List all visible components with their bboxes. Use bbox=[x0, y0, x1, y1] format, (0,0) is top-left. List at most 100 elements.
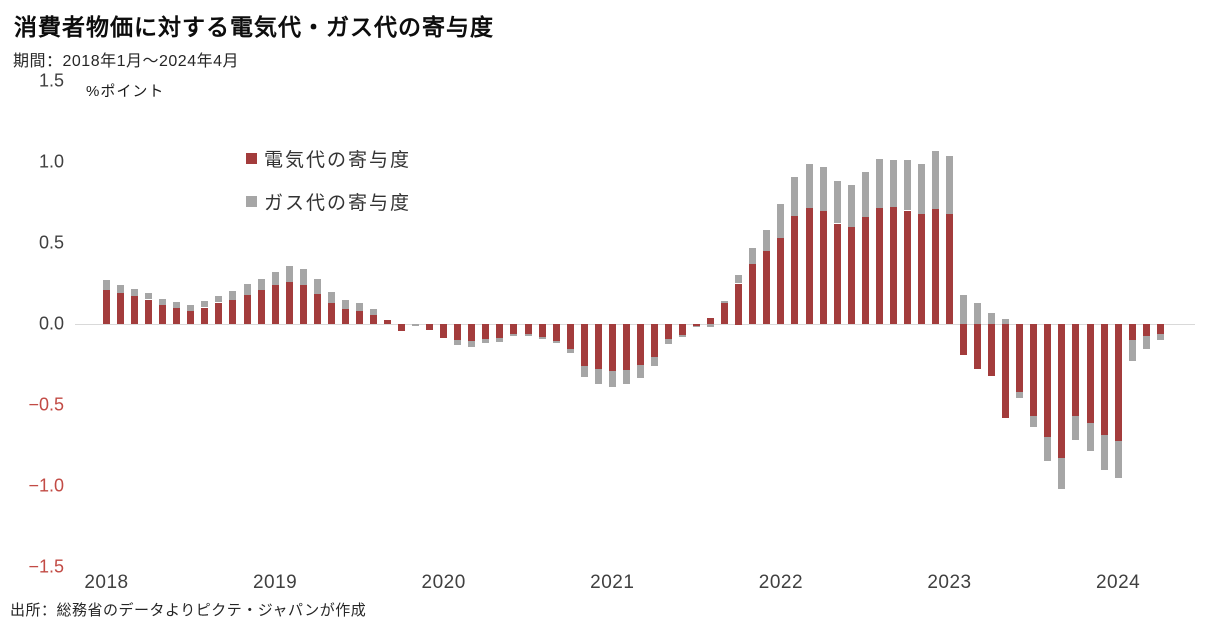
bar-segment bbox=[609, 371, 616, 387]
bar-segment bbox=[679, 324, 686, 335]
y-tick-label: 0.0 bbox=[38, 313, 64, 334]
bar-segment bbox=[763, 251, 770, 324]
bar-segment bbox=[103, 290, 110, 324]
bar-segment bbox=[707, 324, 714, 327]
bar-segment bbox=[960, 324, 967, 355]
bar-segment bbox=[145, 300, 152, 324]
bar-segment bbox=[553, 341, 560, 343]
bar-segment bbox=[300, 285, 307, 324]
bar-segment bbox=[145, 293, 152, 299]
chart-subtitle: 期間：2018年1月～2024年4月 bbox=[13, 53, 239, 70]
bar-segment bbox=[370, 309, 377, 315]
bar-segment bbox=[1101, 435, 1108, 470]
bar-segment bbox=[286, 266, 293, 282]
bar-segment bbox=[1058, 324, 1065, 458]
bar-segment bbox=[777, 204, 784, 238]
bar-segment bbox=[272, 285, 279, 324]
bar-segment bbox=[103, 280, 110, 290]
bar-segment bbox=[187, 310, 194, 324]
bar-segment bbox=[820, 167, 827, 211]
legend-label: 電気代の寄与度 bbox=[264, 150, 412, 171]
bar-segment bbox=[735, 275, 742, 283]
bar-segment bbox=[314, 279, 321, 294]
bar-segment bbox=[131, 296, 138, 324]
source-note: 出所：総務省のデータよりピクテ・ジャパンが作成 bbox=[10, 602, 367, 619]
bar-segment bbox=[258, 279, 265, 290]
bar-segment bbox=[1058, 458, 1065, 489]
bar-segment bbox=[510, 324, 517, 334]
bar-segment bbox=[806, 207, 813, 324]
bar-segment bbox=[328, 292, 335, 303]
bar-segment bbox=[623, 324, 630, 370]
bar-segment bbox=[932, 209, 939, 324]
bar-segment bbox=[1143, 324, 1150, 336]
bar-segment bbox=[1115, 324, 1122, 441]
bar-segment bbox=[1072, 324, 1079, 416]
bar-segment bbox=[834, 224, 841, 324]
bar-segment bbox=[974, 324, 981, 369]
bar-segment bbox=[525, 324, 532, 334]
bar-segment bbox=[890, 207, 897, 324]
bar-segment bbox=[1044, 324, 1051, 437]
bar-segment bbox=[651, 357, 658, 366]
y-tick-label: −0.5 bbox=[28, 394, 64, 415]
bar-segment bbox=[370, 315, 377, 324]
bar-segment bbox=[525, 334, 532, 336]
x-tick-label: 2023 bbox=[927, 572, 972, 593]
zero-gridline bbox=[75, 324, 1195, 325]
y-tick-label: 0.5 bbox=[38, 232, 64, 253]
bar-segment bbox=[834, 181, 841, 223]
legend-swatch-icon bbox=[246, 196, 257, 207]
bar-segment bbox=[187, 305, 194, 311]
y-tick-label: −1.5 bbox=[28, 556, 64, 577]
bar-segment bbox=[553, 324, 560, 341]
x-tick-label: 2021 bbox=[590, 572, 635, 593]
bar-segment bbox=[904, 211, 911, 324]
bar-segment bbox=[356, 303, 363, 311]
bar-segment bbox=[1030, 324, 1037, 416]
bar-segment bbox=[1072, 416, 1079, 440]
x-tick-label: 2024 bbox=[1095, 572, 1141, 593]
y-tick-label: 1.5 bbox=[38, 70, 64, 91]
bar-segment bbox=[1044, 437, 1051, 461]
bar-segment bbox=[1030, 416, 1037, 427]
legend-label: ガス代の寄与度 bbox=[264, 193, 412, 214]
bar-segment bbox=[749, 264, 756, 324]
bar-segment bbox=[482, 339, 489, 343]
bar-segment bbox=[609, 324, 616, 371]
bar-segment bbox=[862, 172, 869, 217]
bar-segment bbox=[201, 301, 208, 307]
bar-segment bbox=[918, 164, 925, 214]
bar-segment bbox=[117, 285, 124, 293]
bar-segment bbox=[1087, 423, 1094, 451]
bar-segment bbox=[904, 160, 911, 210]
bar-segment bbox=[581, 324, 588, 366]
bar-segment bbox=[693, 324, 700, 326]
bar-segment bbox=[539, 324, 546, 337]
chart-title: 消費者物価に対する電気代・ガス代の寄与度 bbox=[14, 14, 494, 40]
bar-segment bbox=[356, 311, 363, 324]
bar-segment bbox=[454, 340, 461, 345]
bar-segment bbox=[328, 303, 335, 324]
bar-segment bbox=[286, 282, 293, 324]
bar-segment bbox=[763, 230, 770, 251]
bar-segment bbox=[384, 320, 391, 324]
bar-segment bbox=[412, 324, 419, 326]
x-tick-label: 2018 bbox=[84, 572, 129, 593]
bar-segment bbox=[960, 295, 967, 324]
bar-segment bbox=[862, 217, 869, 324]
bar-segment bbox=[244, 284, 251, 295]
bar-segment bbox=[496, 324, 503, 338]
bar-segment bbox=[258, 290, 265, 324]
y-tick-label: −1.0 bbox=[28, 475, 64, 496]
bar-segment bbox=[229, 291, 236, 300]
bar-segment bbox=[244, 295, 251, 324]
bar-segment bbox=[623, 370, 630, 384]
bar-segment bbox=[665, 324, 672, 339]
bar-segment bbox=[1087, 324, 1094, 423]
bar-segment bbox=[1002, 324, 1009, 418]
bar-segment bbox=[876, 207, 883, 324]
bar-segment bbox=[946, 214, 953, 324]
bar-segment bbox=[974, 303, 981, 324]
